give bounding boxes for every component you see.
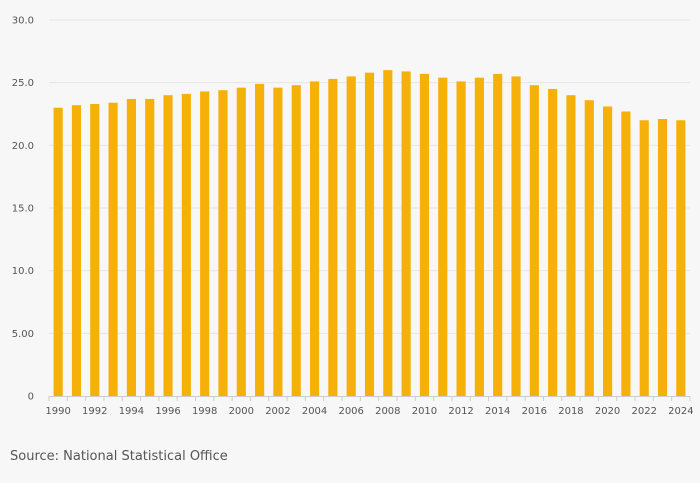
bar [364, 72, 375, 396]
bar [639, 120, 649, 397]
bar [584, 100, 594, 397]
y-tick-label: 0 [28, 392, 34, 403]
bar [566, 95, 576, 396]
bar [90, 103, 100, 397]
y-tick-label: 10.0 [12, 266, 34, 277]
x-tick-label: 1990 [45, 406, 70, 417]
bar [53, 107, 63, 396]
x-tick-label: 1996 [155, 406, 180, 417]
bar [163, 95, 173, 396]
y-tick-label: 30.0 [12, 16, 34, 27]
source-note: Source: National Statistical Office [10, 449, 228, 464]
bar [401, 71, 411, 397]
bar [126, 98, 136, 397]
x-tick-label: 2018 [558, 406, 583, 417]
y-tick-label: 25.0 [12, 78, 34, 89]
x-tick-label: 2000 [229, 406, 254, 417]
y-tick-label: 20.0 [12, 141, 34, 152]
x-tick-label: 1992 [82, 406, 107, 417]
bar [438, 77, 448, 397]
x-tick-label: 2004 [302, 406, 327, 417]
x-tick-label: 2014 [485, 406, 510, 417]
bar [218, 90, 228, 396]
x-tick-label: 2024 [668, 406, 693, 417]
bar [236, 87, 246, 397]
bar [657, 119, 668, 396]
x-tick-label: 2016 [522, 406, 547, 417]
bar [309, 81, 320, 396]
bar [108, 102, 118, 396]
bar [291, 85, 301, 396]
bar [71, 105, 82, 396]
x-tick-label: 2020 [595, 406, 620, 417]
x-tick-label: 1998 [192, 406, 217, 417]
x-tick-label: 2012 [448, 406, 473, 417]
bar [346, 76, 356, 397]
bar-chart: 0 5.00 10.0 15.0 20.0 25.0 30.0 1990 1992 1994 199… [12, 16, 694, 418]
bar [328, 78, 338, 396]
y-tick-label: 5.00 [12, 329, 34, 340]
x-tick-label: 2006 [338, 406, 363, 417]
x-tick-label: 2022 [631, 406, 656, 417]
bar [548, 88, 558, 396]
bar [603, 106, 613, 396]
bar [145, 98, 155, 397]
bar [383, 70, 393, 396]
bar [676, 120, 686, 397]
bar [511, 76, 521, 397]
x-tick-label: 1994 [119, 406, 144, 417]
bar [474, 77, 484, 397]
bar [493, 73, 503, 396]
bar [200, 91, 210, 396]
bar [529, 85, 539, 396]
bar [419, 73, 430, 396]
bar [255, 83, 265, 397]
bar [181, 93, 191, 397]
y-tick-label: 15.0 [12, 204, 34, 215]
x-tick-label: 2010 [412, 406, 437, 417]
bar [621, 111, 631, 396]
bar [273, 87, 283, 397]
x-tick-label: 2008 [375, 406, 400, 417]
x-tick-label: 2002 [265, 406, 290, 417]
bar [456, 81, 466, 396]
